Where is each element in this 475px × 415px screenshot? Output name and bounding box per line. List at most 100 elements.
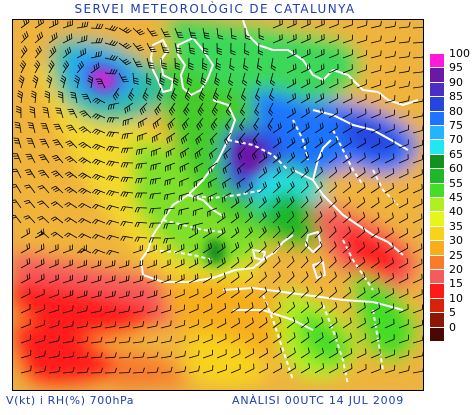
wind-barb-feather — [15, 126, 21, 129]
wind-barb-feather — [279, 317, 282, 323]
wind-barb-feather — [319, 226, 323, 232]
legend-label: 55 — [449, 176, 463, 190]
wind-barb-feather — [304, 153, 308, 159]
wind-barb-feather — [184, 350, 186, 356]
wind-barb-feather — [336, 107, 338, 114]
wind-barb-feather — [243, 67, 249, 71]
wind-barb — [342, 112, 352, 119]
wind-barb-feather — [67, 108, 73, 110]
wind-barb — [48, 371, 59, 374]
wind-barb-feather — [64, 62, 68, 68]
wind-barb — [48, 340, 59, 344]
wind-barb — [20, 247, 30, 254]
wind-barb-feather — [139, 48, 145, 52]
wind-barb-feather — [111, 291, 114, 297]
wind-barb-feather — [210, 257, 212, 263]
wind-barb-feather — [92, 158, 96, 164]
wind-barb-feather — [197, 137, 200, 143]
wind-barb-feather — [237, 272, 240, 278]
wind-barb-feather — [149, 46, 155, 48]
wind-barb-feather — [216, 47, 222, 51]
wind-barb — [412, 278, 423, 284]
wind-barb — [95, 219, 106, 224]
wind-barb-feather — [279, 122, 282, 128]
wind-barb — [384, 338, 395, 344]
wind-barb — [132, 249, 143, 254]
wind-barb-feather — [320, 79, 323, 85]
wind-barb-feather — [98, 37, 101, 43]
wind-barb-feather — [82, 190, 87, 195]
wind-barb-feather — [291, 271, 295, 277]
wind-barb-feather — [203, 50, 209, 53]
wind-barb — [200, 72, 204, 83]
wind-barb-feather — [211, 303, 213, 309]
wind-barb-feather — [216, 62, 222, 66]
wind-barb-feather — [393, 153, 395, 159]
wind-barb-feather — [365, 348, 367, 354]
wind-barb — [300, 82, 310, 89]
wind-barb — [179, 192, 190, 197]
wind-barb-feather — [123, 80, 129, 83]
wind-barb-feather — [41, 173, 47, 176]
wind-barb-feather — [394, 21, 397, 27]
wind-barb-feather — [26, 229, 28, 235]
wind-barb-feather — [80, 219, 85, 224]
legend-label: 90 — [449, 75, 463, 89]
wind-barb-feather — [240, 123, 245, 129]
wind-barb — [41, 200, 50, 209]
wind-barb — [257, 42, 260, 54]
wind-barb — [342, 231, 351, 239]
wind-barb-feather — [210, 242, 212, 248]
wind-barb-feather — [163, 223, 166, 229]
wind-barb — [28, 200, 36, 209]
wind-barb-feather — [253, 126, 257, 131]
wind-barbs — [13, 20, 423, 374]
wind-barb-feather — [94, 129, 99, 134]
wind-barb — [90, 356, 102, 359]
wind-barb-feather — [30, 365, 32, 371]
wind-barb-feather — [154, 110, 158, 116]
wind-barb-feather — [183, 111, 187, 116]
wind-barb-feather — [64, 155, 70, 160]
wind-barb-feather — [109, 68, 113, 74]
wind-barb-feather — [348, 241, 351, 247]
wind-barb-feather — [242, 94, 247, 99]
wind-barb-feather — [336, 93, 339, 99]
wind-barb — [412, 130, 423, 134]
wind-barb — [300, 53, 311, 59]
wind-barb — [370, 369, 381, 374]
wind-barb-feather — [100, 37, 103, 43]
wind-barb-feather — [262, 183, 266, 189]
wind-barb-feather — [165, 223, 168, 229]
wind-barb-feather — [199, 136, 202, 142]
wind-barb-feather — [276, 153, 280, 159]
wind-barb-feather — [257, 67, 262, 71]
wind-barb — [398, 202, 408, 209]
wind-barb — [370, 55, 381, 59]
wind-barb — [384, 247, 394, 254]
wind-barb — [216, 338, 227, 344]
legend-swatch — [430, 82, 444, 97]
legend-swatch — [430, 241, 444, 255]
wind-barb — [342, 276, 351, 284]
wind-barb — [137, 236, 148, 239]
wind-barb-feather — [279, 137, 282, 143]
wind-barb-feather — [30, 95, 36, 99]
wind-barb-feather — [250, 196, 254, 202]
wind-barb — [370, 143, 381, 149]
wind-barb — [202, 369, 213, 374]
wind-barb-feather — [96, 115, 101, 120]
wind-barb — [167, 117, 176, 126]
wind-barb — [146, 249, 157, 254]
wind-barb-feather — [238, 182, 241, 188]
wind-barb — [356, 171, 366, 179]
wind-barb-feather — [43, 243, 45, 249]
wind-barb-feather — [305, 196, 309, 202]
wind-barb-feather — [120, 162, 124, 168]
wind-barb-feather — [306, 94, 308, 100]
wind-barb-feather — [290, 153, 294, 159]
wind-barb-feather — [26, 155, 32, 158]
wind-barb-feather — [66, 188, 72, 192]
wind-barb-feather — [108, 146, 112, 152]
wind-barb-feather — [81, 93, 87, 95]
